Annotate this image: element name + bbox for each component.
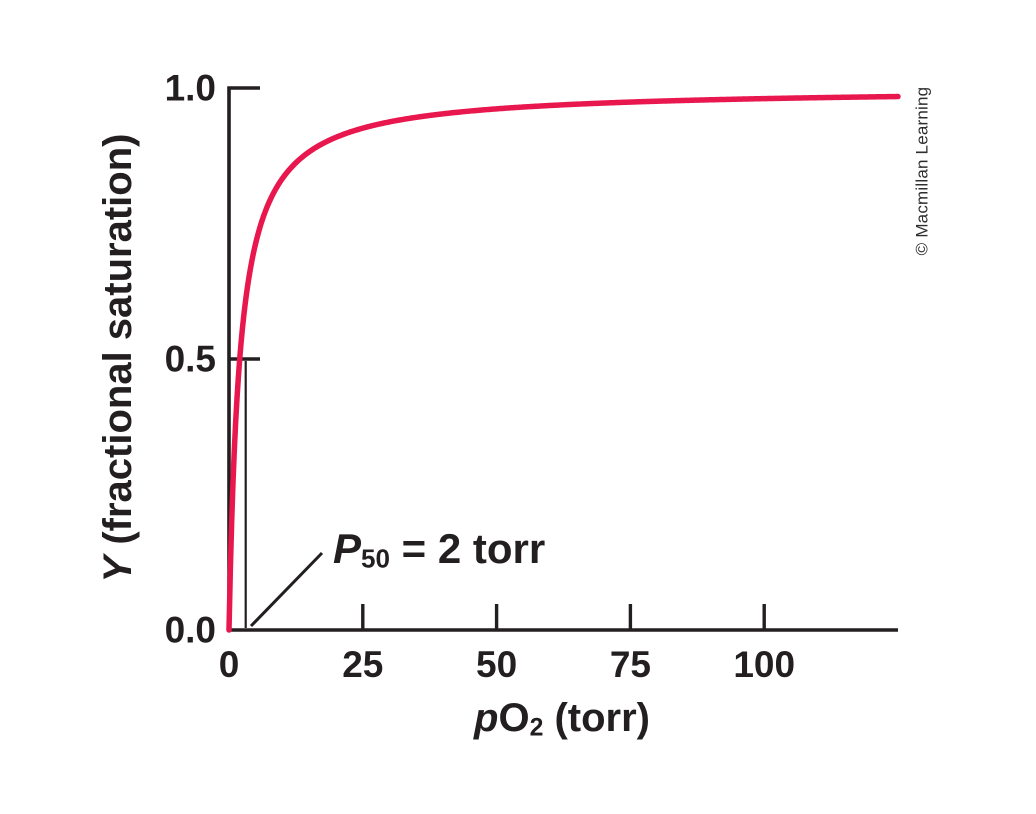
y-tick-label: 0.5 <box>164 338 216 380</box>
p50-symbol: P <box>333 525 362 572</box>
y-axis-symbol: Y <box>96 555 140 583</box>
y-tick-label: 1.0 <box>164 67 216 109</box>
p50-subscript: 50 <box>361 543 390 574</box>
x-axis-title-rest: (torr) <box>543 696 650 740</box>
x-tick-label: 25 <box>342 644 384 685</box>
copyright-credit: © Macmillan Learning <box>912 86 932 256</box>
x-tick-label: 75 <box>609 644 651 685</box>
x-tick-label: 50 <box>476 644 518 685</box>
p50-annotation: P50 = 2 torr <box>333 528 545 572</box>
x-axis-symbol-p: p <box>474 696 499 740</box>
y-tick-label: 0.0 <box>164 609 216 651</box>
x-axis-symbol-o: O <box>498 696 530 740</box>
x-tick-label: 100 <box>733 644 796 685</box>
y-axis-title: Y (fractional saturation) <box>96 133 140 583</box>
x-tick-label: 0 <box>218 644 240 685</box>
x-axis-subscript: 2 <box>529 714 544 742</box>
p50-value-text: = 2 torr <box>389 525 546 572</box>
x-axis-title: pO2 (torr) <box>474 698 650 741</box>
y-axis-title-rest: (fractional saturation) <box>96 133 140 556</box>
